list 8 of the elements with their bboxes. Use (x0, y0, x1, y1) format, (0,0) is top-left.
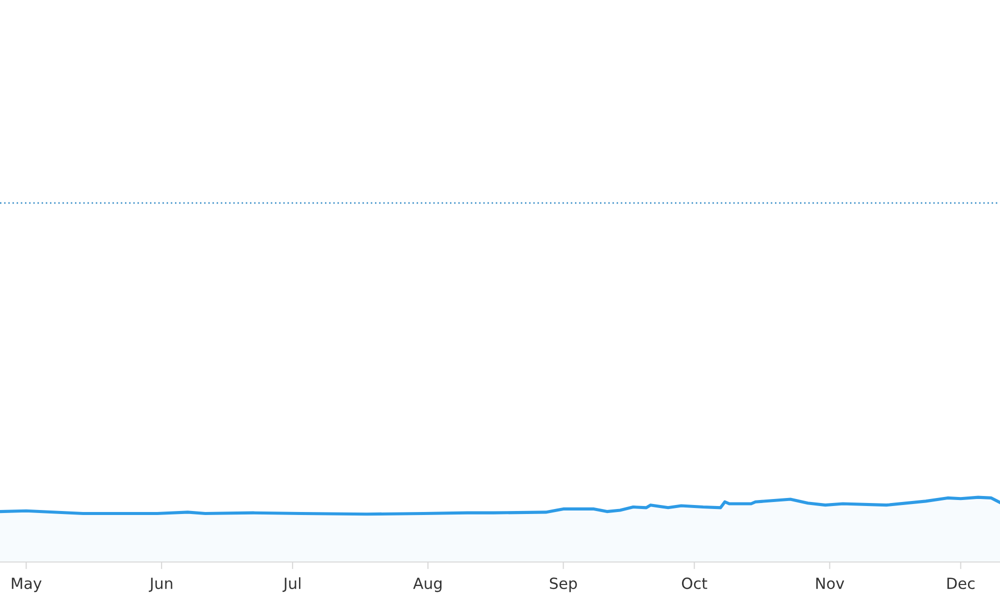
x-tick-label: Jul (282, 577, 300, 592)
x-tick-label: May (12, 578, 42, 592)
x-tick-label: Oct (682, 578, 708, 590)
x-tick-label: Sep (550, 578, 577, 592)
x-tick-label: Jun (148, 578, 172, 592)
x-tick-label: Nov (816, 578, 844, 590)
x-tick-label: Aug (413, 578, 442, 592)
x-tick-label: Dec (947, 578, 975, 590)
